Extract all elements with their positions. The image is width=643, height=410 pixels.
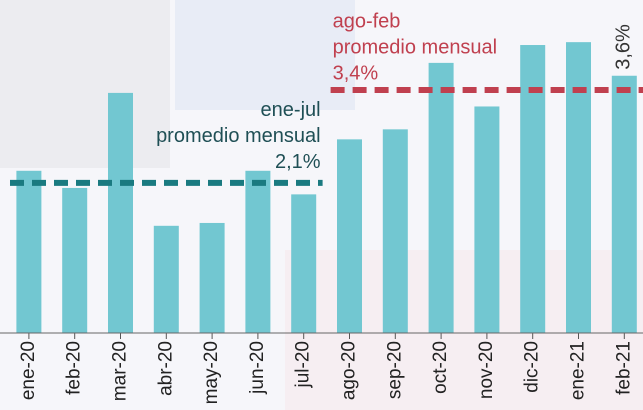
bar	[153, 225, 179, 333]
bar	[108, 92, 133, 333]
annotation-text: promedio mensual	[333, 36, 498, 58]
bar	[291, 194, 317, 333]
x-tick-label: may-20	[201, 341, 222, 404]
bar	[16, 170, 42, 333]
bar	[382, 129, 408, 333]
background-panel	[0, 0, 170, 168]
bar	[337, 139, 362, 333]
bar	[245, 170, 271, 333]
bar	[474, 106, 500, 334]
bar	[199, 222, 225, 333]
x-tick-label: mar-20	[110, 341, 131, 401]
x-tick-label: ene-20	[18, 341, 39, 400]
bar	[428, 62, 454, 333]
x-tick-label: ago-20	[339, 341, 360, 400]
annotation-value: 3,4%	[333, 62, 379, 84]
x-tick-label: jul-20	[293, 341, 314, 388]
x-tick-label: dic-20	[522, 341, 543, 393]
bar	[62, 187, 88, 333]
x-tick-label: ene-21	[568, 341, 589, 400]
annotation-text: ago-feb	[333, 10, 401, 32]
annotation-text: promedio mensual	[156, 125, 321, 147]
bar	[611, 75, 637, 334]
bar	[566, 42, 591, 333]
background-panel	[175, 0, 355, 110]
annotation-text: ene-jul	[261, 99, 321, 121]
x-tick-label: abr-20	[155, 341, 176, 396]
x-tick-label: nov-20	[476, 341, 497, 399]
x-tick-label: jun-20	[247, 341, 268, 395]
annotation-value: 2,1%	[275, 151, 321, 173]
x-tick-label: feb-21	[613, 341, 634, 395]
x-tick-label: sep-20	[384, 341, 405, 399]
x-tick-label: feb-20	[64, 341, 85, 395]
value-label: 3,6%	[613, 24, 635, 70]
x-tick-label: oct-20	[430, 341, 451, 394]
